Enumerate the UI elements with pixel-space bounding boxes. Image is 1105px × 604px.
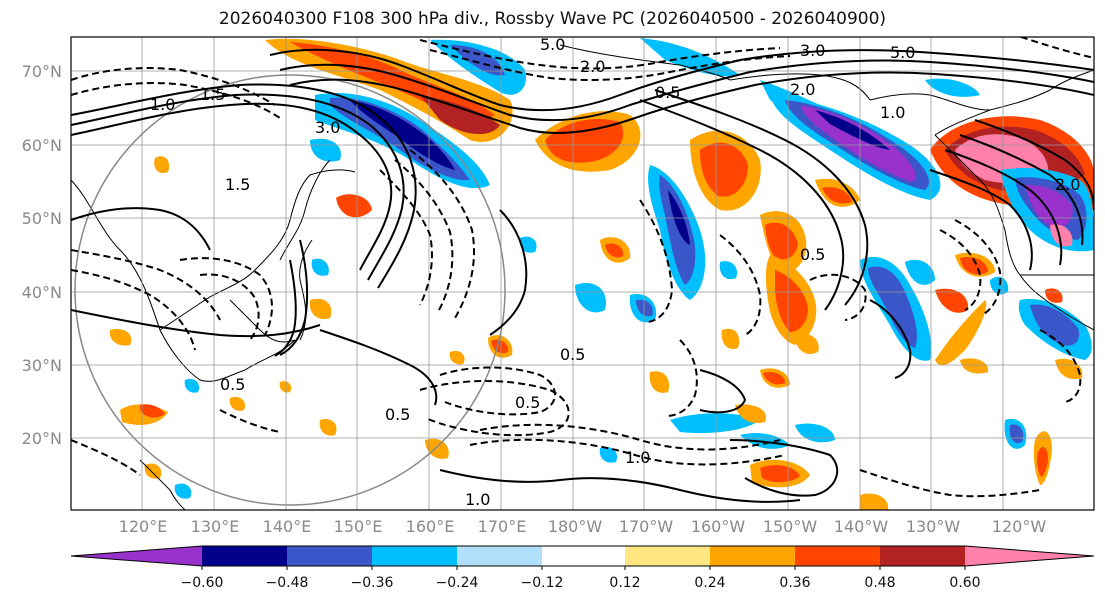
lon-label-150e: 150°E <box>333 517 383 536</box>
contour-label: 0.5 <box>655 83 680 102</box>
dashed-contours <box>71 37 1094 498</box>
map-frame <box>70 36 1095 511</box>
gridlines <box>71 37 1094 510</box>
coastlines <box>71 44 1094 510</box>
lon-label-160w: 160°W <box>690 517 746 536</box>
colorbar-segment <box>710 546 795 566</box>
colorbar-tick-label: −0.12 <box>520 575 564 591</box>
contour-label: 2.0 <box>1055 175 1080 194</box>
contour-label: 0.5 <box>800 245 825 264</box>
contour-label: 1.0 <box>465 490 490 509</box>
contour-label: 5.0 <box>540 35 565 54</box>
contour-label: 0.5 <box>385 405 410 424</box>
contour-label: 2.0 <box>790 80 815 99</box>
colorbar-segment <box>795 546 880 566</box>
lat-label-70n: 70°N <box>21 62 62 81</box>
colorbar-tick-label: 0.24 <box>694 575 726 591</box>
contour-label: 5.0 <box>890 43 915 62</box>
colorbar-segment <box>287 546 372 566</box>
lat-label-50n: 50°N <box>21 209 62 228</box>
colorbar-segment <box>71 546 202 566</box>
map-background <box>71 37 1094 510</box>
range-circle <box>74 74 506 506</box>
colorbar-tick-label: 0.36 <box>779 575 811 591</box>
lat-label-30n: 30°N <box>21 356 62 375</box>
lon-label-160e: 160°E <box>405 517 455 536</box>
contour-label: 3.0 <box>315 118 340 137</box>
lat-label-40n: 40°N <box>21 283 62 302</box>
contour-label: 0.5 <box>515 393 540 412</box>
colorbar-segment <box>880 546 965 566</box>
lon-label-150w: 150°W <box>762 517 818 536</box>
colorbar-tick-label: 0.48 <box>864 575 896 591</box>
contour-label: 0.5 <box>220 375 245 394</box>
lon-label-120e: 120°E <box>118 517 168 536</box>
lat-label-60n: 60°N <box>21 136 62 155</box>
colorbar-tick-label: 0.60 <box>949 575 981 591</box>
contour-label: 1.0 <box>880 103 905 122</box>
colorbar-tick-label: −0.60 <box>180 575 224 591</box>
colorbar-tick-label: −0.48 <box>265 575 309 591</box>
lon-label-180w: 180°W <box>547 517 603 536</box>
colorbar-segment <box>372 546 457 566</box>
colorbar-tick-label: −0.36 <box>350 575 394 591</box>
lat-label-20n: 20°N <box>21 429 62 448</box>
contour-labels: 5.0 3.0 2.0 1.5 1.0 0.5 2.0 1.5 1.0 0.5 … <box>150 35 1080 509</box>
lon-label-130e: 130°E <box>190 517 240 536</box>
lon-label-170w: 170°W <box>618 517 674 536</box>
contour-label: 2.0 <box>580 57 605 76</box>
colorbar-segment <box>457 546 542 566</box>
colorbar-segment <box>202 546 287 566</box>
colorbar-segment <box>542 546 625 566</box>
contour-label: 1.5 <box>225 175 250 194</box>
lon-label-140w: 140°W <box>833 517 889 536</box>
contour-label: 0.5 <box>560 345 585 364</box>
contour-label: 1.0 <box>150 95 175 114</box>
lon-label-170e: 170°E <box>477 517 527 536</box>
colorbar-tick-label: −0.24 <box>435 575 479 591</box>
solid-contours <box>71 48 1094 503</box>
colorbar-segment <box>625 546 710 566</box>
lon-label-130w: 130°W <box>905 517 961 536</box>
colorbar-tick-label: 0.12 <box>609 575 641 591</box>
lon-label-120w: 120°W <box>991 517 1047 536</box>
contour-label: 1.5 <box>200 85 225 104</box>
map-title: 2026040300 F108 300 hPa div., Rossby Wav… <box>218 9 887 29</box>
colorbar <box>70 545 1095 570</box>
contour-label: 3.0 <box>800 41 825 60</box>
colorbar-segment <box>965 546 1094 566</box>
lon-label-140e: 140°E <box>262 517 312 536</box>
contour-label: 1.0 <box>625 448 650 467</box>
